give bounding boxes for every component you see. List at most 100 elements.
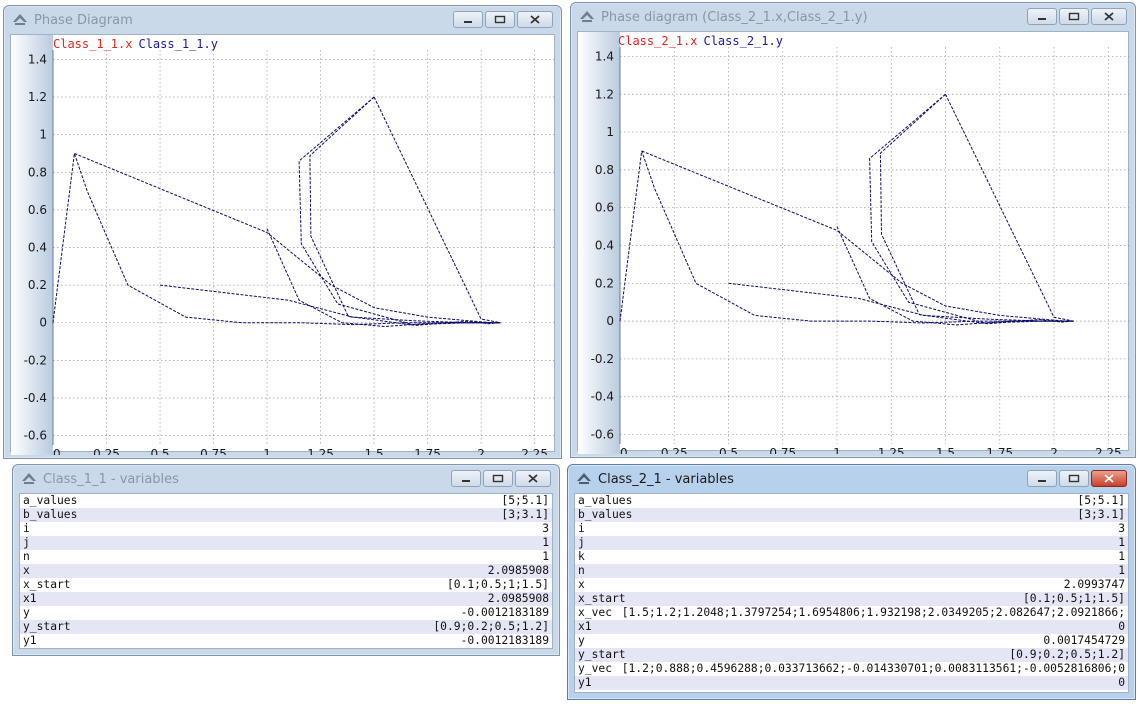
y-tick-label: -0.6 <box>24 429 47 443</box>
minimize-icon <box>1038 479 1046 482</box>
variables-window-2[interactable]: Class_2_1 - variables a_values [5;5.1] b_v… <box>567 464 1136 700</box>
variable-row[interactable]: y_vec [1.2;0.888;0.4596288;0.033713662;-0… <box>575 662 1128 676</box>
window-title: Class_2_1 - variables <box>598 472 734 487</box>
modelica-hat-icon <box>13 14 27 25</box>
close-button[interactable] <box>1091 470 1127 487</box>
variable-row[interactable]: y1 0 <box>575 676 1128 690</box>
variable-row[interactable]: y_start [0.9;0.2;0.5;1.2] <box>575 648 1128 662</box>
variable-row[interactable]: b_values [3;3.1] <box>20 508 552 522</box>
variables-window-1[interactable]: Class_1_1 - variables a_values [5;5.1] b_v… <box>12 464 560 656</box>
variable-value: 3 <box>1118 522 1125 535</box>
variable-row[interactable]: a_values [5;5.1] <box>575 494 1128 508</box>
variable-name: i <box>23 522 30 535</box>
title-bar[interactable]: Phase Diagram <box>4 6 561 32</box>
phase-diagram-window-2[interactable]: Phase diagram (Class_2_1.x,Class_2_1.y) … <box>570 2 1136 460</box>
variable-name: y1 <box>23 634 37 647</box>
legend-x: Class_2_1.x <box>618 34 698 48</box>
variable-name: y_start <box>23 620 71 633</box>
x-tick-label: 0.75 <box>200 447 227 455</box>
variable-value: [3;3.1] <box>501 508 549 521</box>
variable-value: -0.0012183189 <box>460 634 549 647</box>
maximize-button[interactable] <box>485 11 515 28</box>
y-tick-label: 0.4 <box>595 239 614 253</box>
y-tick-label: -0.4 <box>24 391 47 405</box>
y-tick-label: 1 <box>39 128 47 142</box>
maximize-button[interactable] <box>1059 470 1089 487</box>
close-icon <box>530 15 540 24</box>
x-tick-label: 1 <box>263 447 271 455</box>
legend-x: Class_1_1.x <box>53 37 133 51</box>
phase-plot-1[interactable]: -0.6 -0.4 -0.2 0 0.2 0.4 0.6 0.8 1 1.2 1.4 0 0.25 0.5… <box>11 35 556 461</box>
variable-value: 2.0985908 <box>487 564 549 577</box>
title-bar[interactable]: Class_1_1 - variables <box>13 465 559 491</box>
variable-value: -0.0012183189 <box>460 606 549 619</box>
variable-row[interactable]: x 2.0985908 <box>20 564 552 578</box>
title-bar[interactable]: Class_2_1 - variables <box>568 465 1135 491</box>
variable-row[interactable]: b_values [3;3.1] <box>575 508 1128 522</box>
variable-row[interactable]: x_start [0.1;0.5;1;1.5] <box>575 592 1128 606</box>
maximize-icon <box>1068 474 1080 483</box>
y-tick-label: 1.4 <box>28 52 47 66</box>
y-tick-label: 0.2 <box>595 276 614 290</box>
title-bar[interactable]: Phase diagram (Class_2_1.x,Class_2_1.y) <box>571 3 1135 29</box>
minimize-button[interactable] <box>453 11 483 28</box>
variable-row[interactable]: y 0.0017454729 <box>575 634 1128 648</box>
plot-legend: Class_2_1.x Class_2_1.y <box>618 34 783 48</box>
legend-y: Class_1_1.y <box>138 37 218 51</box>
close-icon <box>528 474 538 483</box>
x-tick-label: 0 <box>620 446 628 454</box>
phase-diagram-window-1[interactable]: Phase Diagram Class_1_1.x Class_1_1.y -0.… <box>3 5 562 461</box>
x-tick-label: 1.25 <box>878 446 905 454</box>
maximize-icon <box>492 474 504 483</box>
minimize-button[interactable] <box>451 470 481 487</box>
phase-plot-2[interactable]: -0.6 -0.4 -0.2 0 0.2 0.4 0.6 0.8 1 1.2 1.4 0 0.25 0.5… <box>578 32 1130 460</box>
minimize-button[interactable] <box>1027 470 1057 487</box>
trajectory-line-6 <box>869 93 1074 324</box>
variable-row[interactable]: x1 2.0985908 <box>20 592 552 606</box>
trajectory-line-2 <box>74 153 501 324</box>
x-tick-label: 1 <box>833 446 841 454</box>
maximize-button[interactable] <box>1059 8 1089 25</box>
y-tick-label: -0.2 <box>24 353 47 367</box>
variable-value: 0 <box>1118 620 1125 633</box>
variable-value: 1 <box>1118 536 1125 549</box>
maximize-button[interactable] <box>483 470 513 487</box>
variable-value: 1 <box>542 536 549 549</box>
variable-row[interactable]: a_values [5;5.1] <box>20 494 552 508</box>
variable-value: [1.2;0.888;0.4596288;0.033713662;-0.0143… <box>621 662 1125 675</box>
y-tick-label: 0.8 <box>595 163 614 177</box>
variable-value: 0 <box>1118 676 1125 689</box>
variable-value: 1 <box>1118 550 1125 563</box>
plot-area[interactable]: Class_1_1.x Class_1_1.y -0.6 -0.4 -0.2 0 0.2 0… <box>10 34 556 461</box>
variable-value: [0.1;0.5;1;1.5] <box>1022 592 1125 605</box>
variable-row[interactable]: x1 0 <box>575 620 1128 634</box>
x-tick-label: 0.5 <box>150 447 169 455</box>
plot-area[interactable]: Class_2_1.x Class_2_1.y -0.6 -0.4 -0.2 0 0.2 0… <box>577 31 1130 460</box>
variable-row[interactable]: y1 -0.0012183189 <box>20 634 552 648</box>
variables-table[interactable]: a_values [5;5.1] b_values [3;3.1] i 3 j 1 k 1 n 1 x 2… <box>574 493 1129 693</box>
trajectory-line-7 <box>373 96 501 324</box>
variable-row[interactable]: y_start [0.9;0.2;0.5;1.2] <box>20 620 552 634</box>
variable-row[interactable]: x 2.0993747 <box>575 578 1128 592</box>
variable-row[interactable]: x_start [0.1;0.5;1;1.5] <box>20 578 552 592</box>
variable-name: x1 <box>578 620 592 633</box>
trajectory-line-4 <box>836 226 1074 326</box>
close-button[interactable] <box>515 470 551 487</box>
variable-name: x <box>23 564 30 577</box>
variable-value: 3 <box>542 522 549 535</box>
variable-name: x_start <box>23 578 71 591</box>
variables-table[interactable]: a_values [5;5.1] b_values [3;3.1] i 3 j 1 n 1 x 2.0… <box>19 493 553 649</box>
modelica-hat-icon <box>22 473 36 484</box>
minimize-button[interactable] <box>1027 8 1057 25</box>
close-button[interactable] <box>517 11 553 28</box>
close-button[interactable] <box>1091 8 1127 25</box>
variable-row[interactable]: y -0.0012183189 <box>20 606 552 620</box>
variable-row[interactable]: x_vec [1.5;1.2;1.2048;1.3797254;1.6954806… <box>575 606 1128 620</box>
